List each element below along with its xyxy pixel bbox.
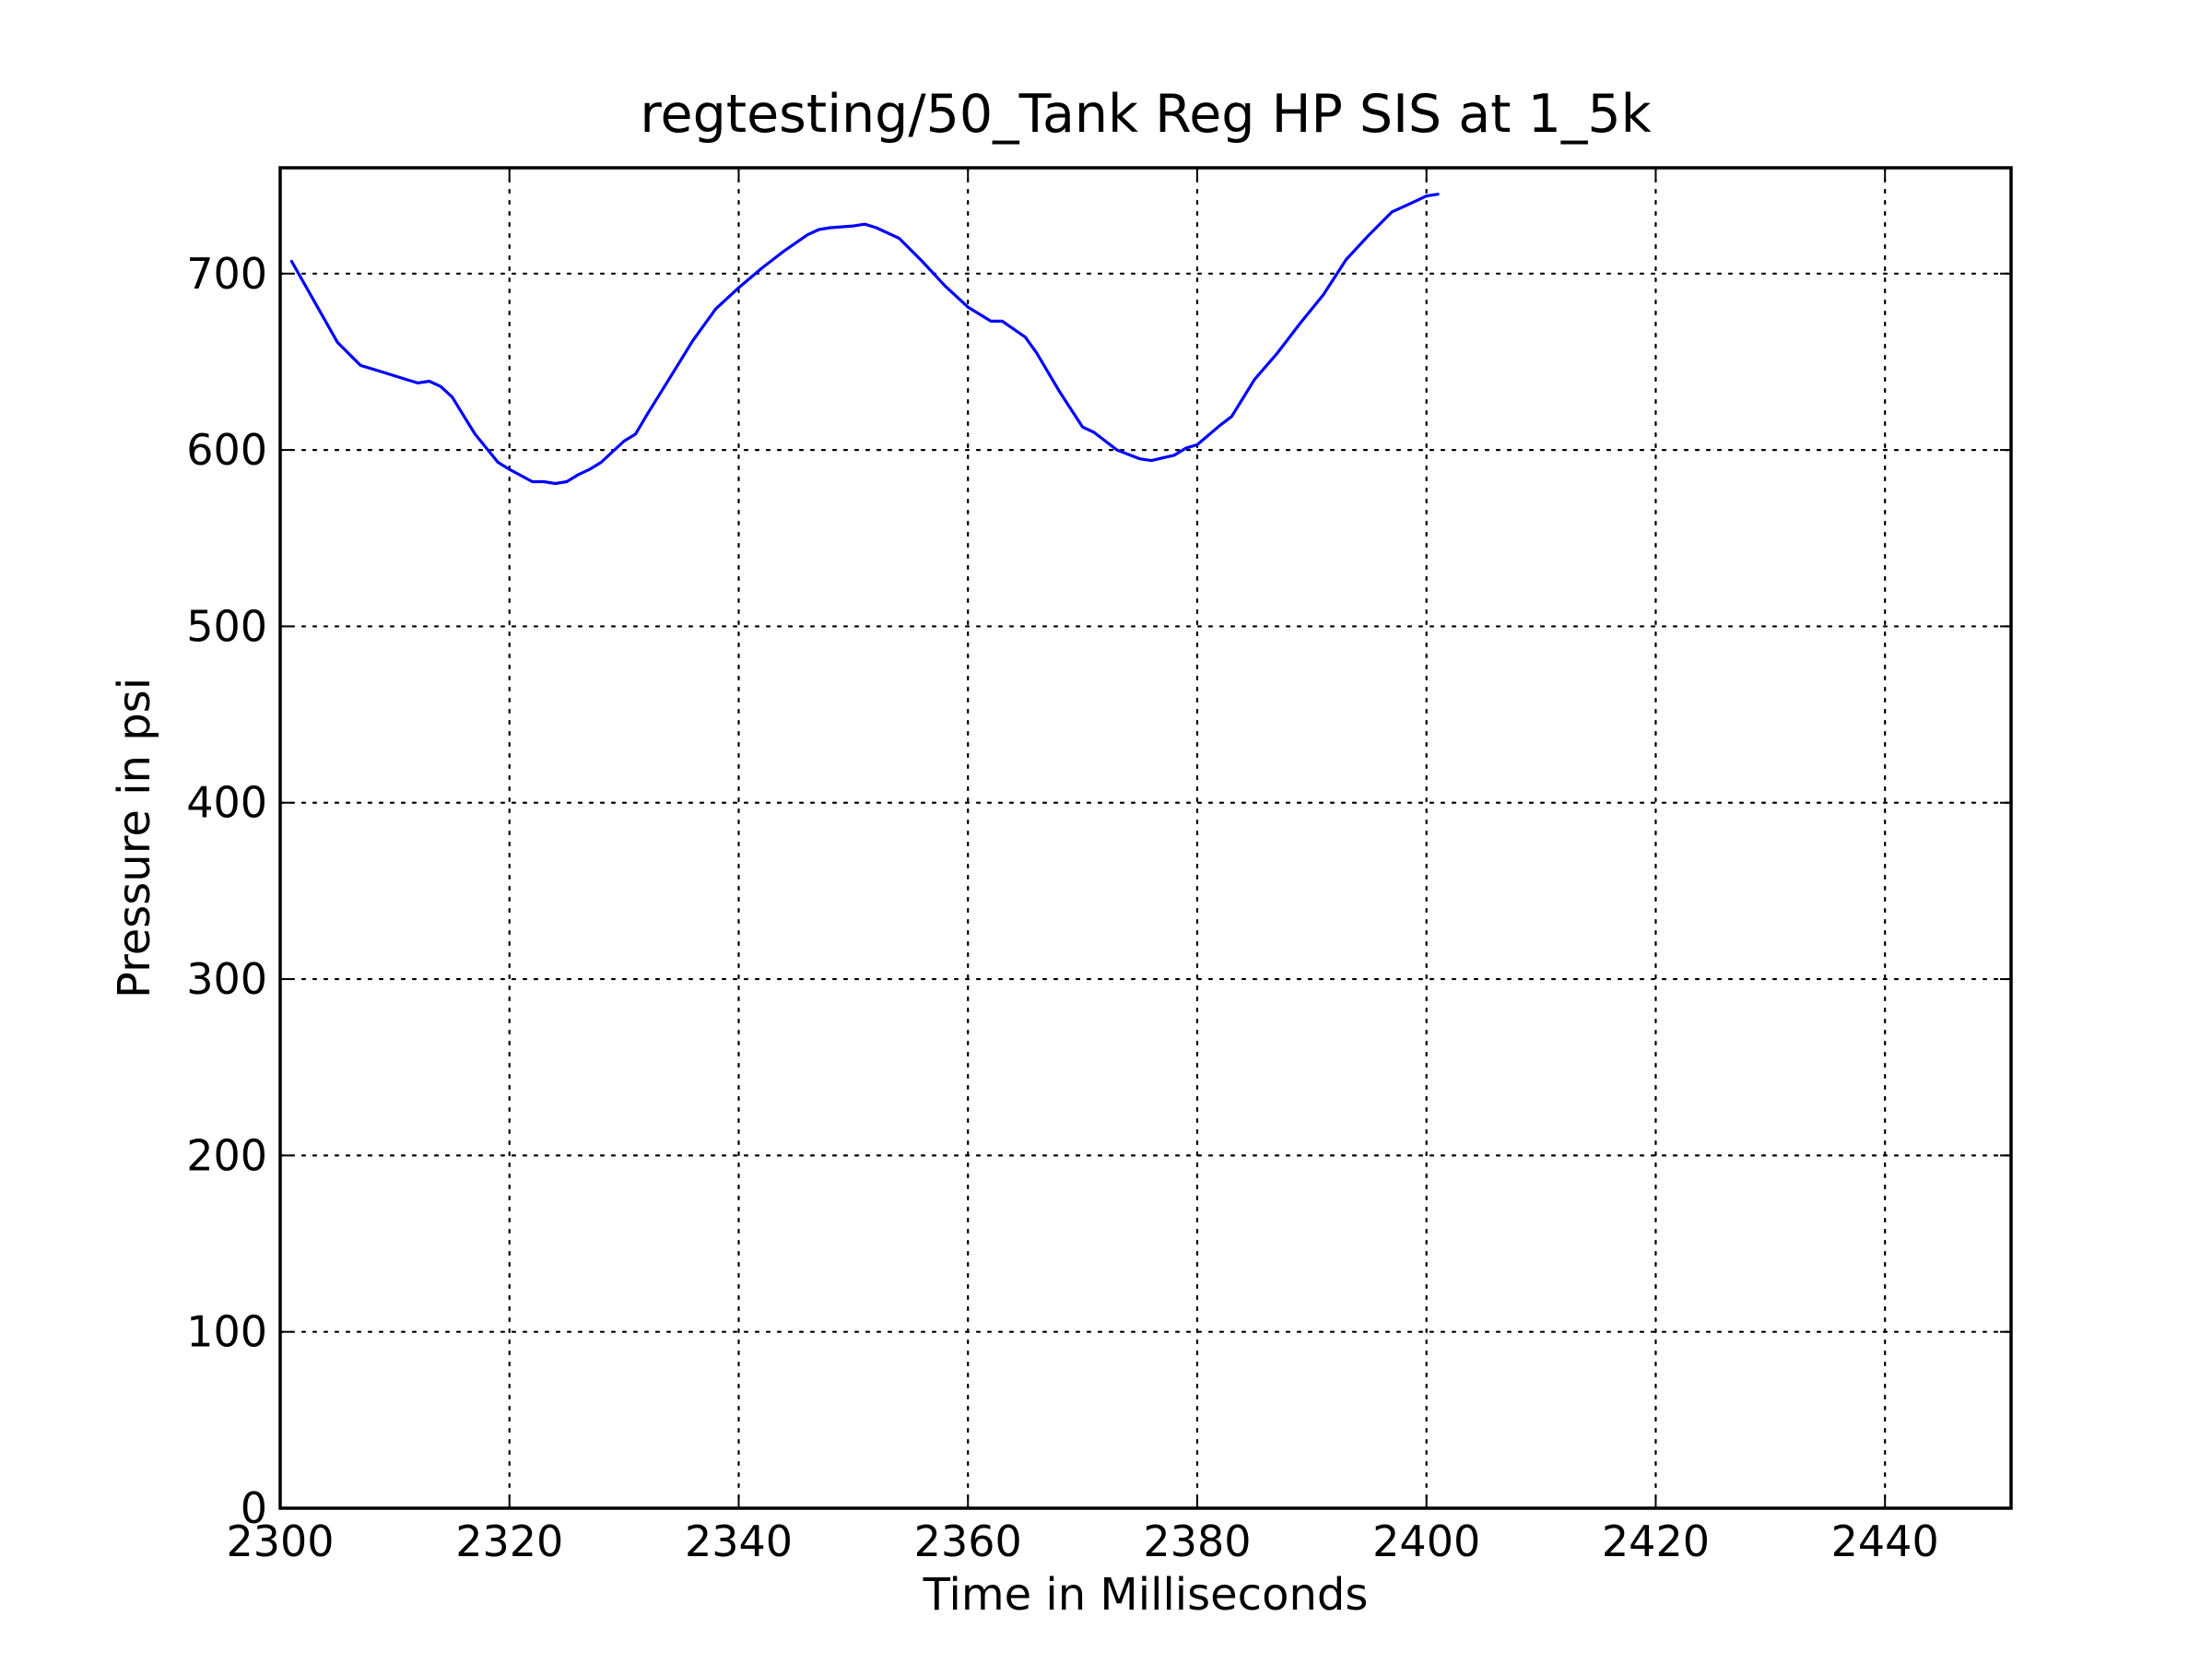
y-tick-label: 200 xyxy=(186,1130,267,1180)
y-tick-label: 300 xyxy=(186,954,267,1004)
chart-title: regtesting/50_Tank Reg HP SIS at 1_5k xyxy=(640,84,1651,145)
x-tick-label: 2400 xyxy=(1372,1516,1480,1566)
y-tick-label: 700 xyxy=(186,249,267,299)
x-tick-label: 2440 xyxy=(1831,1516,1939,1566)
x-tick-label: 2340 xyxy=(685,1516,793,1566)
y-tick-label: 500 xyxy=(186,601,267,651)
y-tick-label: 100 xyxy=(186,1307,267,1357)
ticks: 2300 2320 2340 2360 2380 2400 2420 2440 0 100 200 3… xyxy=(186,168,2011,1566)
x-axis-label: Time in Milliseconds xyxy=(923,1569,1369,1621)
y-tick-label: 0 xyxy=(241,1483,267,1533)
x-tick-label: 2360 xyxy=(914,1516,1022,1566)
grid xyxy=(278,166,2013,1510)
x-tick-label: 2420 xyxy=(1602,1516,1710,1566)
y-tick-label: 600 xyxy=(186,425,267,475)
x-tick-label: 2380 xyxy=(1143,1516,1251,1566)
y-tick-label: 400 xyxy=(186,778,267,828)
series-layer xyxy=(289,193,1440,486)
x-tick-label: 2320 xyxy=(455,1516,563,1566)
plot-frame xyxy=(278,166,2013,1510)
series-line-0 xyxy=(289,193,1440,486)
x-tick-label: 2300 xyxy=(226,1516,334,1566)
y-axis-label: Pressure in psi xyxy=(109,678,160,998)
